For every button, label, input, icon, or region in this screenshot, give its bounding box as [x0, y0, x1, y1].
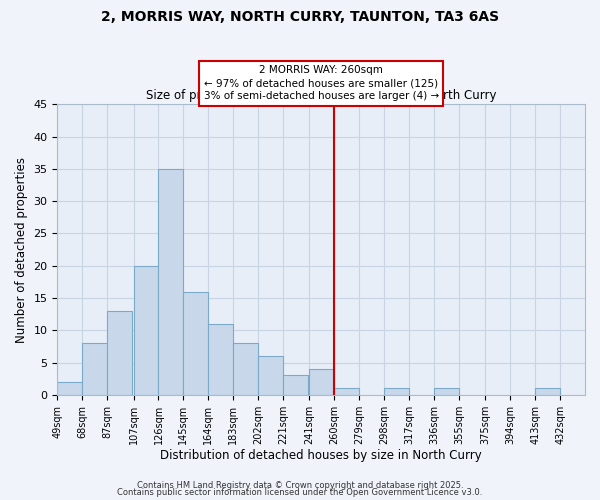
X-axis label: Distribution of detached houses by size in North Curry: Distribution of detached houses by size … — [160, 450, 482, 462]
Bar — [233, 343, 258, 395]
Bar — [310, 369, 334, 395]
Bar — [434, 388, 459, 395]
Bar — [134, 266, 158, 395]
Text: Contains public sector information licensed under the Open Government Licence v3: Contains public sector information licen… — [118, 488, 482, 497]
Text: Contains HM Land Registry data © Crown copyright and database right 2025.: Contains HM Land Registry data © Crown c… — [137, 480, 463, 490]
Bar — [283, 376, 308, 395]
Bar — [107, 311, 132, 395]
Bar — [58, 382, 82, 395]
Bar — [158, 169, 184, 395]
Bar — [82, 343, 107, 395]
Text: 2, MORRIS WAY, NORTH CURRY, TAUNTON, TA3 6AS: 2, MORRIS WAY, NORTH CURRY, TAUNTON, TA3… — [101, 10, 499, 24]
Bar — [208, 324, 233, 395]
Y-axis label: Number of detached properties: Number of detached properties — [15, 156, 28, 342]
Bar — [535, 388, 560, 395]
Bar — [334, 388, 359, 395]
Text: 2 MORRIS WAY: 260sqm
← 97% of detached houses are smaller (125)
3% of semi-detac: 2 MORRIS WAY: 260sqm ← 97% of detached h… — [203, 65, 439, 102]
Title: Size of property relative to detached houses in North Curry: Size of property relative to detached ho… — [146, 88, 496, 102]
Bar — [258, 356, 283, 395]
Bar — [384, 388, 409, 395]
Bar — [184, 292, 208, 395]
